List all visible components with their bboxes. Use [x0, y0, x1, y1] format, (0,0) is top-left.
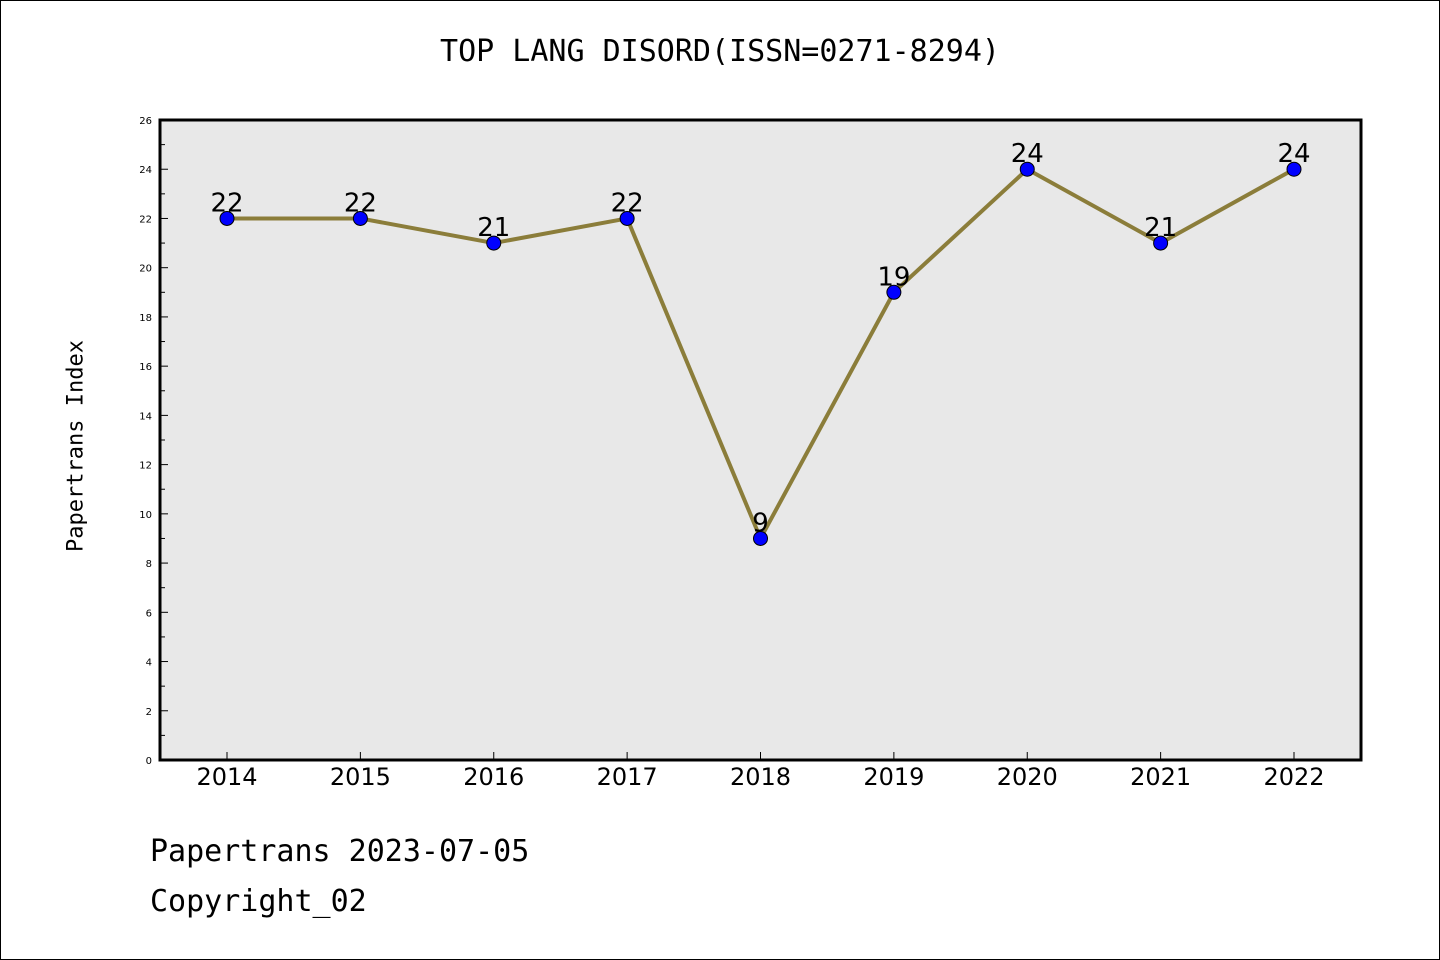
y-tick-label: 6 — [146, 608, 152, 619]
data-label: 21 — [1144, 213, 1177, 243]
y-tick-label: 10 — [139, 510, 152, 521]
y-tick-label: 18 — [139, 313, 152, 324]
y-tick-label: 2 — [146, 707, 152, 718]
x-tick-label: 2016 — [463, 763, 524, 791]
data-label: 22 — [344, 188, 377, 218]
y-tick-label: 12 — [139, 461, 152, 472]
plot-area — [160, 120, 1361, 760]
footer-copyright: Copyright_02 — [150, 884, 367, 919]
x-tick-label: 2019 — [863, 763, 924, 791]
data-label: 22 — [210, 188, 243, 218]
data-point — [1286, 161, 1302, 177]
data-label: 24 — [1011, 139, 1044, 169]
data-point — [486, 235, 502, 251]
data-label: 21 — [477, 213, 510, 243]
data-point — [1153, 235, 1169, 251]
y-tick-label: 20 — [139, 264, 152, 275]
x-tick-label: 2021 — [1130, 763, 1191, 791]
x-tick-label: 2014 — [196, 763, 257, 791]
data-point — [352, 210, 368, 226]
x-tick-label: 2017 — [597, 763, 658, 791]
plot-border — [158, 118, 1363, 762]
data-label: 24 — [1277, 139, 1310, 169]
data-point — [753, 530, 768, 546]
footer-date: Papertrans 2023-07-05 — [150, 834, 530, 869]
y-tick-label: 24 — [139, 165, 152, 176]
data-point — [886, 284, 902, 300]
x-tick-label: 2020 — [997, 763, 1058, 791]
chart-title: TOP LANG DISORD(ISSN=0271-8294) — [440, 34, 1000, 69]
y-tick-label: 26 — [139, 116, 152, 127]
x-tick-label: 2015 — [330, 763, 391, 791]
data-label: 22 — [611, 188, 644, 218]
y-tick-label: 14 — [139, 411, 152, 422]
data-label: 19 — [877, 262, 910, 292]
y-tick-label: 4 — [146, 658, 152, 669]
x-tick-label: 2018 — [730, 763, 791, 791]
x-axis: 2014 2015 2016 2017 2018 2019 2020 2021 2022 — [196, 752, 1325, 791]
data-labels: 22 22 21 22 9 19 24 21 24 — [210, 139, 1310, 538]
data-point — [619, 210, 635, 226]
y-tick-label: 8 — [146, 559, 152, 570]
data-label: 9 — [752, 508, 769, 538]
data-points — [219, 161, 1302, 546]
y-tick-label: 22 — [139, 214, 152, 225]
data-point — [219, 210, 235, 226]
y-tick-label: 0 — [146, 756, 152, 767]
x-tick-label: 2022 — [1263, 763, 1324, 791]
data-point — [1019, 161, 1035, 177]
y-tick-label: 16 — [139, 362, 152, 373]
